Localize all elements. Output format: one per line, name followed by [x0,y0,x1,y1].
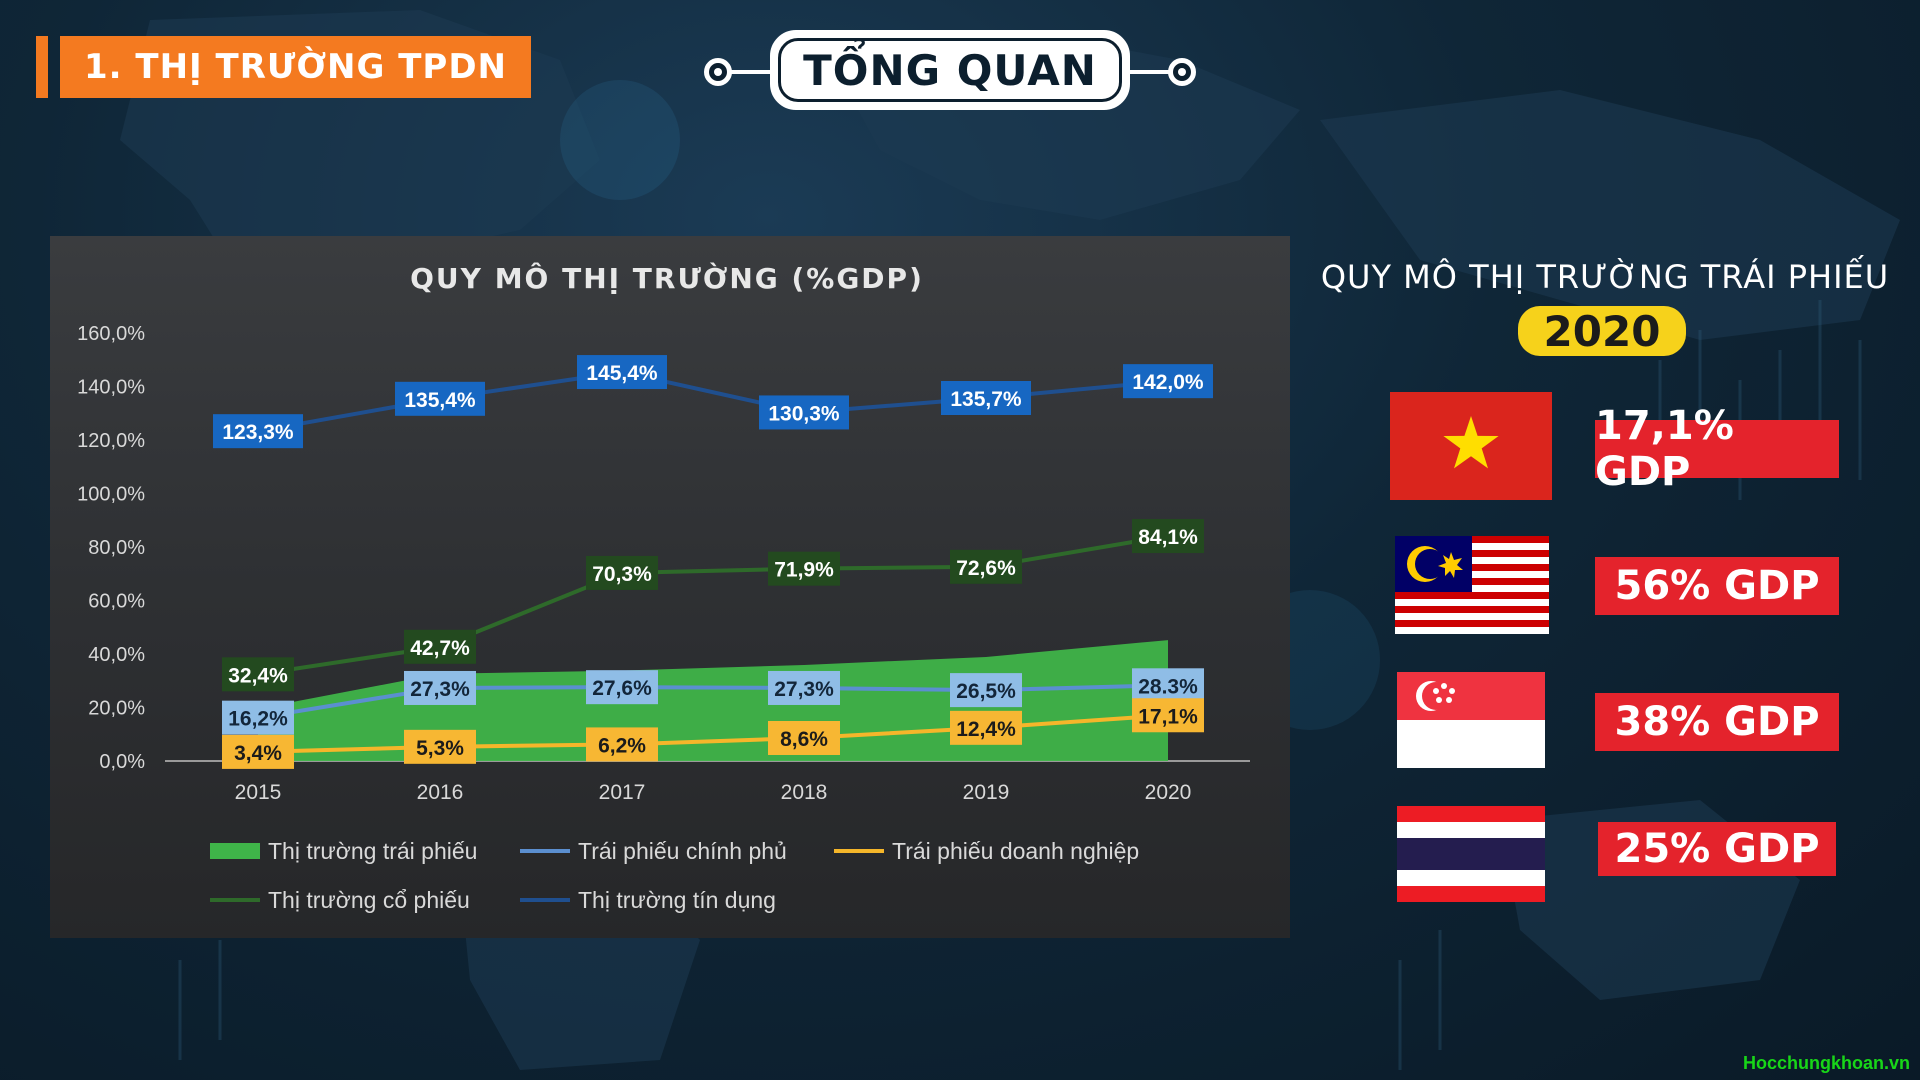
x-tick-label: 2017 [599,781,646,804]
svg-text:12,4%: 12,4% [956,718,1016,741]
header-title: TỔNG QUAN [803,45,1097,95]
svg-text:16,2%: 16,2% [228,708,288,731]
watermark: Hocchungkhoan.vn [1742,1053,1910,1073]
data-label: 27,3% [404,670,476,705]
thailand-gdp-value: 25% GDP [1598,822,1836,876]
legend-entry: Thị trường trái phiếu [210,838,477,864]
y-tick-label: 100,0% [77,484,145,506]
data-label: 32,4% [222,657,294,692]
svg-text:Trái phiếu chính phủ: Trái phiếu chính phủ [578,838,787,864]
market-size-chart: QUY MÔ THỊ TRƯỜNG (%GDP) 0,0% 20,0% 40,0% 6… [77,261,1250,913]
chart-panel: QUY MÔ THỊ TRƯỜNG (%GDP) 0,0% 20,0% 40,0% 6… [50,236,1290,938]
svg-text:135,7%: 135,7% [950,388,1022,411]
right-panel-title: QUY MÔ THỊ TRƯỜNG TRÁI PHIẾU [1320,258,1890,296]
svg-text:130,3%: 130,3% [768,402,840,425]
malaysia-gdp-value: 56% GDP [1595,557,1839,615]
data-label: 5,3% [404,729,476,764]
svg-text:123,3%: 123,3% [222,421,294,444]
data-label: 42,7% [404,629,476,664]
svg-text:70,3%: 70,3% [592,563,652,586]
data-label: 71,9% [768,551,840,586]
data-label: 135,4% [395,381,485,416]
data-label: 28.3% [1132,668,1204,703]
svg-text:27,3%: 27,3% [774,678,834,701]
svg-text:8,6%: 8,6% [780,728,828,751]
thailand-flag [1397,806,1545,902]
data-label: 27,6% [586,670,658,705]
data-label: 70,3% [586,555,658,590]
y-tick-label: 60,0% [88,591,145,613]
x-tick-label: 2015 [235,781,282,804]
y-tick-label: 0,0% [99,751,145,773]
data-label: 142,0% [1123,364,1213,399]
svg-text:71,9%: 71,9% [774,559,834,582]
svg-text:Thị trường trái phiếu: Thị trường trái phiếu [268,838,477,864]
section-badge-label: 1. THỊ TRƯỜNG TPDN [60,36,532,98]
x-tick-label: 2019 [963,781,1010,804]
data-label: 72,6% [950,549,1022,584]
svg-text:6,2%: 6,2% [598,734,646,757]
data-label: 145,4% [577,355,667,390]
header-dot-left [704,58,732,86]
svg-text:17,1%: 17,1% [1138,705,1198,728]
data-label: 135,7% [941,381,1031,416]
y-tick-label: 120,0% [77,430,145,452]
svg-text:28.3%: 28.3% [1138,675,1198,698]
legend-entry: Trái phiếu chính phủ [520,838,787,864]
svg-text:145,4%: 145,4% [586,362,658,385]
svg-text:Trái phiếu doanh nghiệp: Trái phiếu doanh nghiệp [892,838,1139,864]
svg-text:135,4%: 135,4% [404,389,476,412]
legend-entry: Thị trường cổ phiếu [210,887,470,913]
section-badge: 1. THỊ TRƯỜNG TPDN [36,36,532,98]
series-line-4 [257,370,1169,434]
svg-text:3,4%: 3,4% [234,742,282,765]
data-label: 16,2% [222,700,294,735]
singapore-flag [1397,672,1545,768]
chart-title: QUY MÔ THỊ TRƯỜNG (%GDP) [410,261,924,295]
data-label: 84,1% [1132,519,1204,554]
svg-text:Thị trường tín dụng: Thị trường tín dụng [578,887,776,913]
y-tick-label: 40,0% [88,644,145,666]
svg-text:27,6%: 27,6% [592,677,652,700]
svg-text:5,3%: 5,3% [416,737,464,760]
header-line-right [1128,70,1184,74]
malaysia-flag [1395,536,1549,634]
y-tick-label: 140,0% [77,377,145,399]
data-label: 130,3% [759,395,849,430]
data-label: 26,5% [950,673,1022,708]
vietnam-flag [1390,392,1552,500]
legend-entry: Thị trường tín dụng [520,887,776,913]
svg-text:42,7%: 42,7% [410,637,470,660]
data-label: 17,1% [1132,698,1204,733]
badge-accent-bar [36,36,48,98]
header-line-left [716,70,772,74]
year-badge: 2020 [1518,306,1686,356]
y-tick-label: 20,0% [88,698,145,720]
data-label: 12,4% [950,710,1022,745]
svg-text:84,1%: 84,1% [1138,526,1198,549]
svg-text:142,0%: 142,0% [1132,371,1204,394]
header-title-box: TỔNG QUAN [770,30,1130,110]
x-tick-label: 2016 [417,781,464,804]
x-tick-label: 2020 [1145,781,1192,804]
svg-text:27,3%: 27,3% [410,678,470,701]
data-label: 3,4% [222,734,294,769]
svg-text:26,5%: 26,5% [956,680,1016,703]
svg-text:Thị trường cổ phiếu: Thị trường cổ phiếu [268,887,470,913]
svg-text:72,6%: 72,6% [956,557,1016,580]
x-tick-label: 2018 [781,781,828,804]
legend-entry: Trái phiếu doanh nghiệp [834,838,1139,864]
data-label: 8,6% [768,720,840,755]
header-dot-right [1168,58,1196,86]
y-tick-label: 160,0% [77,323,145,345]
data-label: 27,3% [768,670,840,705]
singapore-gdp-value: 38% GDP [1595,693,1839,751]
data-label: 6,2% [586,727,658,762]
y-tick-label: 80,0% [88,537,145,559]
vietnam-gdp-value: 17,1% GDP [1595,403,1839,495]
data-label: 123,3% [213,414,303,449]
svg-text:32,4%: 32,4% [228,664,288,687]
